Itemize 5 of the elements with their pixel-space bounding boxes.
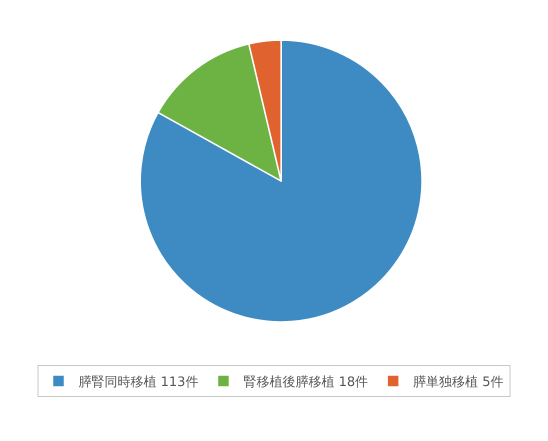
legend-label: 腎移植後膵移植 18件 [243, 375, 368, 390]
legend-label: 膵単独移植 5件 [413, 375, 504, 390]
pie-slice [139, 39, 423, 323]
pie-slice [157, 43, 282, 182]
legend-label: 膵腎同時移植 113件 [78, 375, 198, 390]
